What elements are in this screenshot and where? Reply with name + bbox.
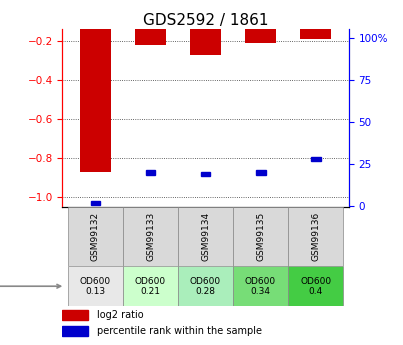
- Bar: [301, 2, 331, 39]
- Bar: [145, 170, 156, 175]
- Text: OD600
0.28: OD600 0.28: [190, 277, 221, 296]
- Bar: [68, 266, 123, 306]
- Text: percentile rank within the sample: percentile rank within the sample: [97, 326, 262, 336]
- Bar: [288, 266, 343, 306]
- Bar: [62, 326, 88, 336]
- Bar: [80, 2, 110, 172]
- Text: OD600
0.21: OD600 0.21: [135, 277, 166, 296]
- Bar: [62, 309, 88, 320]
- Bar: [178, 266, 233, 306]
- Text: OD600
0.13: OD600 0.13: [80, 277, 111, 296]
- Bar: [233, 207, 288, 266]
- Bar: [123, 266, 178, 306]
- Text: GSM99136: GSM99136: [311, 212, 320, 262]
- Text: log2 ratio: log2 ratio: [97, 310, 143, 320]
- Text: OD600
0.34: OD600 0.34: [245, 277, 276, 296]
- Bar: [68, 207, 123, 266]
- Bar: [201, 172, 210, 177]
- Bar: [311, 157, 320, 161]
- Text: GSM99132: GSM99132: [91, 212, 100, 262]
- Bar: [178, 207, 233, 266]
- Bar: [123, 207, 178, 266]
- Bar: [135, 2, 166, 45]
- Bar: [91, 201, 100, 205]
- Bar: [233, 266, 288, 306]
- Title: GDS2592 / 1861: GDS2592 / 1861: [143, 13, 268, 28]
- Text: GSM99135: GSM99135: [256, 212, 265, 262]
- Bar: [288, 207, 343, 266]
- Text: GSM99133: GSM99133: [146, 212, 155, 262]
- Text: growth protocol: growth protocol: [0, 282, 60, 291]
- Bar: [190, 2, 221, 55]
- Text: OD600
0.4: OD600 0.4: [300, 277, 331, 296]
- Bar: [245, 2, 276, 43]
- Text: GSM99134: GSM99134: [201, 212, 210, 262]
- Bar: [256, 170, 266, 175]
